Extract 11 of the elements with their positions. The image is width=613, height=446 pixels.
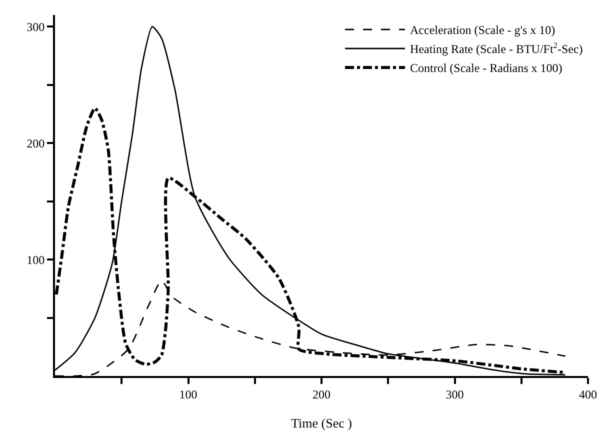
y-tick-label: 300 [26, 20, 45, 34]
y-tick-label: 200 [26, 136, 45, 150]
legend-label: Heating Rate (Scale - BTU/Ft$^{2}$-Sec) [410, 41, 583, 56]
x-axis-title: Time (Sec ) [291, 416, 352, 430]
legend-label: Acceleration (Scale - g's x 10) [410, 23, 556, 38]
x-tick-label: 200 [312, 387, 330, 402]
y-tick-label: 100 [26, 252, 45, 267]
x-tick-label: 300 [446, 387, 464, 402]
legend-label: Control (Scale - Radians x 100) [410, 61, 562, 76]
x-tick-label: 100 [179, 387, 198, 402]
x-tick-label: 400 [579, 387, 597, 402]
